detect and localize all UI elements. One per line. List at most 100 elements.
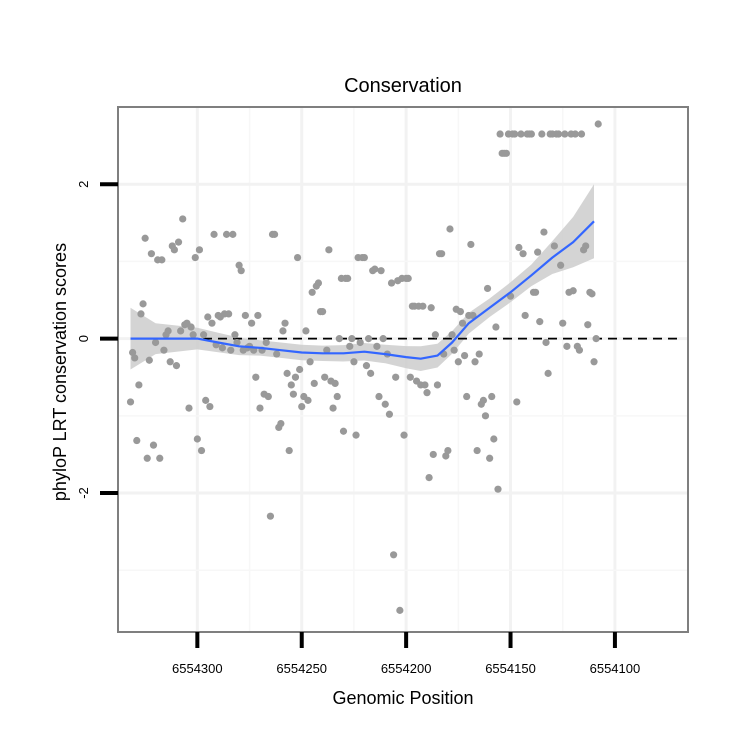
data-point — [379, 335, 387, 343]
data-point — [331, 379, 339, 387]
data-points — [126, 120, 602, 614]
data-point — [298, 402, 306, 411]
data-point — [521, 311, 529, 320]
data-point — [563, 342, 571, 350]
data-point — [448, 331, 456, 339]
data-point — [179, 215, 187, 223]
data-point — [400, 431, 408, 439]
data-point — [210, 230, 218, 238]
data-point — [559, 319, 567, 327]
data-point — [174, 238, 183, 246]
data-point — [538, 130, 546, 138]
data-point — [588, 290, 596, 298]
data-point — [463, 392, 471, 401]
x-tick-label: 6554300 — [172, 661, 223, 676]
data-point — [352, 431, 360, 439]
data-point — [325, 246, 333, 254]
data-point — [137, 310, 145, 318]
y-axis-label: phyloP LRT conservation scores — [50, 243, 70, 501]
data-point — [323, 346, 331, 354]
data-point — [302, 327, 310, 335]
data-point — [281, 319, 289, 327]
confidence-band — [130, 184, 594, 371]
data-point — [471, 358, 479, 366]
data-point — [569, 287, 577, 295]
plot-area — [118, 107, 688, 632]
data-point — [519, 250, 527, 258]
data-point — [289, 390, 297, 398]
data-point — [517, 130, 525, 138]
data-point — [177, 327, 185, 335]
data-point — [225, 310, 233, 318]
data-point — [308, 288, 316, 296]
x-axis-label: Genomic Position — [332, 688, 473, 708]
data-point — [158, 256, 166, 264]
data-point — [143, 454, 151, 462]
x-tick-label: 6554200 — [381, 661, 432, 676]
data-point — [594, 120, 602, 128]
x-tick-label: 6554100 — [590, 661, 641, 676]
data-point — [377, 267, 385, 275]
data-point — [293, 253, 302, 262]
data-point — [187, 323, 195, 331]
data-point — [160, 346, 168, 354]
data-point — [392, 373, 400, 381]
data-point — [531, 288, 540, 296]
data-point — [431, 331, 439, 339]
data-point — [557, 261, 565, 269]
data-point — [360, 253, 368, 262]
data-point — [222, 230, 231, 238]
data-point — [314, 279, 323, 287]
data-point — [534, 248, 542, 256]
data-point — [584, 321, 592, 329]
data-point — [283, 369, 291, 377]
data-point — [197, 446, 206, 455]
x-axis: 6554300 6554250 6554200 6554150 6554100 — [172, 632, 640, 676]
data-point — [131, 354, 139, 362]
data-point — [423, 389, 431, 397]
data-point — [195, 246, 204, 254]
data-point — [427, 304, 435, 312]
y-axis: -2 0 2 — [76, 181, 118, 499]
data-point — [458, 319, 467, 327]
data-point — [335, 335, 343, 343]
data-point — [496, 130, 504, 138]
data-point — [479, 396, 487, 404]
data-point — [218, 344, 226, 352]
data-point — [490, 435, 498, 443]
data-point — [550, 242, 558, 250]
x-tick-label: 6554150 — [485, 661, 536, 676]
data-point — [396, 606, 404, 614]
data-point — [421, 381, 429, 389]
data-point — [166, 358, 174, 366]
data-point — [469, 311, 477, 320]
panel-border — [117, 106, 689, 633]
data-point — [350, 358, 358, 366]
data-point — [515, 243, 523, 252]
data-point — [544, 369, 552, 377]
data-point — [227, 346, 235, 354]
data-point — [229, 230, 237, 238]
data-point — [425, 473, 433, 482]
data-point — [206, 402, 214, 411]
data-point — [381, 400, 389, 408]
data-point — [438, 250, 446, 258]
data-point — [145, 356, 153, 364]
smooth-fit-line — [130, 220, 595, 360]
y-tick-label: 2 — [76, 181, 91, 188]
data-point — [287, 381, 295, 389]
data-point — [191, 253, 199, 262]
data-point — [285, 446, 293, 455]
data-point — [362, 362, 371, 370]
data-point — [364, 335, 373, 343]
data-point — [406, 373, 414, 381]
data-point — [185, 404, 193, 412]
data-point — [248, 319, 256, 327]
data-point — [256, 404, 264, 412]
data-point — [536, 318, 544, 326]
data-point — [577, 130, 586, 138]
data-point — [592, 335, 600, 343]
data-point — [494, 485, 502, 493]
data-point — [375, 392, 383, 401]
